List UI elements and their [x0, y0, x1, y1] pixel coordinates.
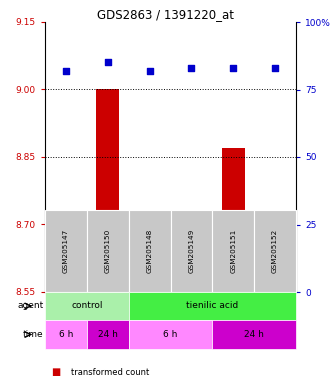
Text: control: control	[71, 301, 103, 311]
Point	[272, 65, 278, 71]
Text: GSM205152: GSM205152	[272, 229, 278, 273]
Bar	[263, 225, 287, 292]
Bar	[222, 148, 245, 292]
Point	[63, 68, 69, 74]
Text: GSM205147: GSM205147	[63, 229, 69, 273]
Point	[231, 65, 236, 71]
Text: GSM205148: GSM205148	[147, 229, 153, 273]
Bar	[54, 283, 77, 292]
Point	[189, 65, 194, 71]
Text: GSM205151: GSM205151	[230, 229, 236, 273]
Text: GSM205150: GSM205150	[105, 229, 111, 273]
Point	[147, 68, 152, 74]
Text: 24 h: 24 h	[244, 330, 264, 339]
Text: time: time	[23, 330, 43, 339]
Bar	[180, 215, 203, 292]
Bar	[138, 288, 161, 292]
Text: transformed count: transformed count	[71, 367, 150, 377]
Text: 24 h: 24 h	[98, 330, 118, 339]
Text: GSM205149: GSM205149	[188, 229, 194, 273]
Text: 6 h: 6 h	[59, 330, 73, 339]
Text: ■: ■	[52, 367, 61, 377]
Text: GDS2863 / 1391220_at: GDS2863 / 1391220_at	[97, 8, 234, 22]
Text: 6 h: 6 h	[163, 330, 178, 339]
Text: agent: agent	[17, 301, 43, 311]
Text: tienilic acid: tienilic acid	[186, 301, 238, 311]
Bar	[96, 89, 119, 292]
Point	[105, 60, 111, 66]
